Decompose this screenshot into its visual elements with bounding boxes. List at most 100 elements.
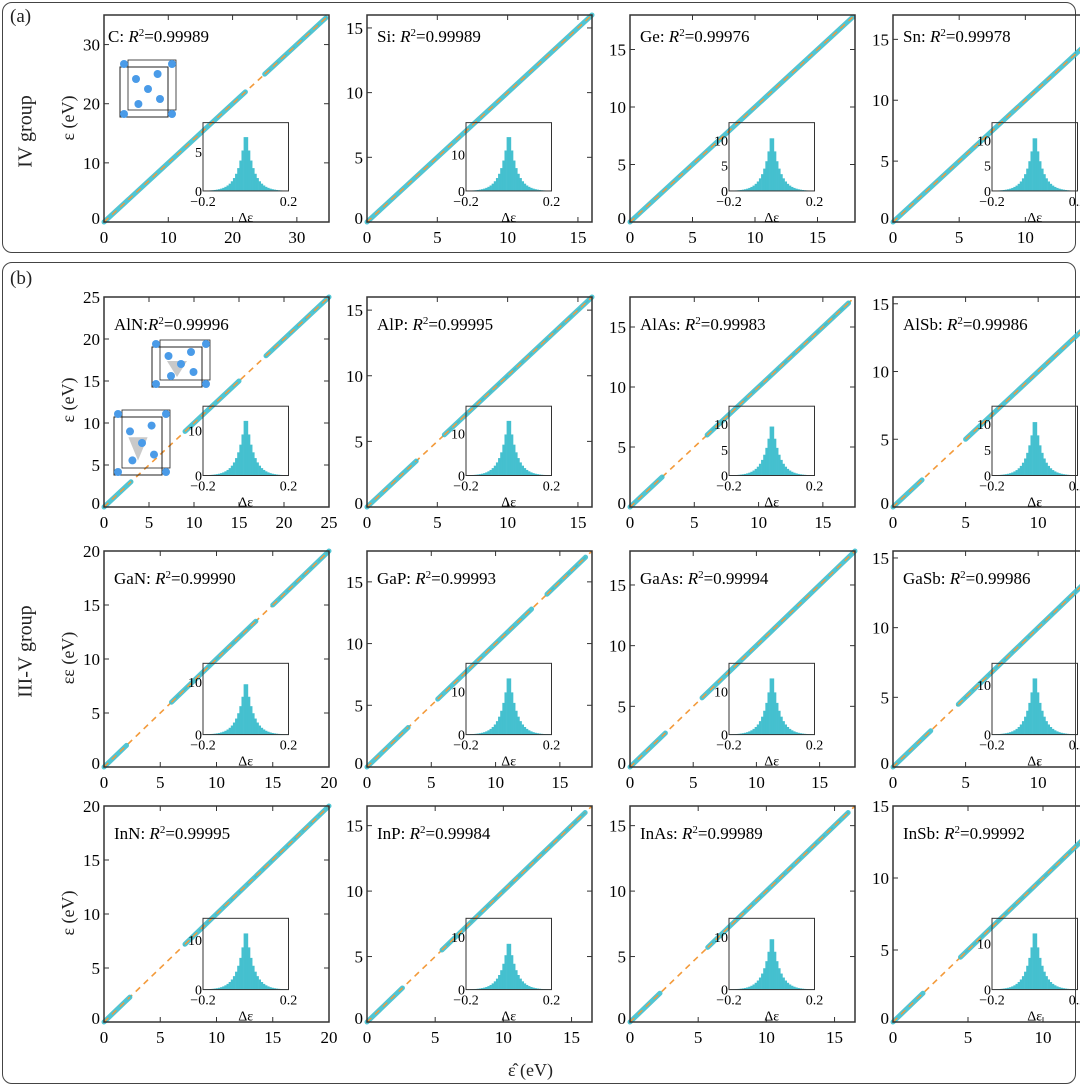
material-name: GaP: <box>377 569 415 588</box>
y-tick-label: 20 <box>83 330 100 349</box>
histogram-bar <box>756 980 760 990</box>
data-points <box>627 14 855 225</box>
r2-value: =0.99995 <box>165 824 230 843</box>
y-tick-label: 0 <box>618 754 627 773</box>
r2-value: =0.99986 <box>963 315 1028 334</box>
superscript: 2 <box>960 569 966 581</box>
histogram-bar <box>773 438 777 476</box>
histogram-bar <box>213 988 217 990</box>
r-symbol: R <box>946 315 958 334</box>
histogram-bar <box>758 977 762 990</box>
fit-line-overlay <box>701 550 856 699</box>
histogram-bar <box>797 987 800 990</box>
histogram-bar <box>228 981 232 990</box>
histogram-bar <box>264 985 268 990</box>
y-tick-label: 20 <box>83 542 100 561</box>
inset-frame <box>991 662 1078 736</box>
histogram-bar <box>748 986 751 990</box>
histogram-bar <box>1013 471 1016 476</box>
histogram-bar <box>1004 474 1008 476</box>
x-tick-label: 10 <box>186 513 203 532</box>
histogram-bar <box>1026 452 1029 476</box>
atom <box>162 410 170 418</box>
histogram-bar <box>498 975 501 990</box>
histogram-bar <box>782 977 785 990</box>
histogram-bar <box>754 982 758 990</box>
histogram-bar <box>217 732 221 735</box>
histogram-bar <box>767 692 770 735</box>
histogram-bar <box>1030 692 1033 735</box>
inset-y-tick-label: 5 <box>195 146 202 161</box>
histogram-bar <box>271 189 274 191</box>
histogram-bar <box>1032 678 1036 735</box>
superscript: 2 <box>695 315 701 327</box>
histogram-bar <box>1047 465 1051 476</box>
histogram-bar <box>752 984 755 990</box>
atom <box>134 100 143 108</box>
histogram-bar <box>222 472 225 476</box>
histogram-bar <box>1024 458 1027 476</box>
x-tick-label: 0 <box>626 1028 635 1047</box>
histogram-bar <box>1051 185 1055 191</box>
histogram-bar <box>513 444 516 476</box>
inset-y-tick-label: 10 <box>977 134 991 149</box>
atom <box>132 75 140 83</box>
histogram-bar <box>241 696 244 735</box>
histogram-bar <box>232 462 236 476</box>
r2-annotation: InN: R2=0.99995 <box>114 824 230 843</box>
histogram-bar <box>536 474 539 476</box>
histogram-bar <box>250 706 253 735</box>
x-tick-label: 15 <box>809 228 826 247</box>
x-tick-label: 20 <box>321 773 338 792</box>
r2-value: =0.99983 <box>701 315 766 334</box>
histogram-bar <box>769 426 773 476</box>
x-tick-label: 5 <box>689 773 698 792</box>
histogram-bar <box>513 702 516 735</box>
atom <box>152 340 160 348</box>
r2-annotation: AlN:R2=0.99996 <box>114 315 229 334</box>
histogram-bar <box>510 692 514 735</box>
r-symbol: R <box>154 569 166 588</box>
data-points <box>435 606 535 702</box>
histogram-bar <box>241 150 244 191</box>
histogram-bar <box>260 981 264 990</box>
y-tick-label: 15 <box>346 301 363 320</box>
r2-annotation: Sn: R2=0.99978 <box>903 27 1011 46</box>
material-name: InP: <box>377 824 410 843</box>
histogram-bar <box>476 474 480 476</box>
histogram-bar <box>215 988 219 990</box>
histogram-bar <box>500 710 503 735</box>
atom <box>153 70 162 78</box>
y-tick-label: 0 <box>355 209 364 228</box>
x-tick-label: 5 <box>688 228 697 247</box>
histogram-bar <box>269 473 272 476</box>
y-tick-label: 5 <box>92 959 101 978</box>
histogram-bar <box>1045 721 1048 735</box>
histogram-bar <box>763 168 766 191</box>
histogram-bar <box>763 710 766 735</box>
histogram-bar <box>510 434 514 476</box>
histogram-bar <box>220 188 223 191</box>
histogram-bar <box>773 692 777 735</box>
y-tick-label: 0 <box>92 1009 101 1028</box>
crystal-structure-icon <box>119 59 177 118</box>
plot-frame <box>366 296 593 508</box>
x-tick-label: 10 <box>487 773 504 792</box>
histogram-bar <box>273 474 276 476</box>
inset-x-tick-label: 0.2 <box>543 994 561 1009</box>
y-tick-label: 20 <box>83 797 100 816</box>
histogram-bar <box>504 150 507 191</box>
r2-annotation: GaSb: R2=0.99986 <box>903 569 1030 588</box>
fit-line-overlay <box>960 841 1080 958</box>
r2-annotation: InP: R2=0.99984 <box>377 824 491 843</box>
inset-x-tick-label: 0.2 <box>806 994 824 1009</box>
inset-y-tick-label: 10 <box>451 685 465 700</box>
histogram-bar <box>1045 178 1048 191</box>
r-symbol: R <box>684 315 696 334</box>
r-symbol: R <box>943 824 955 843</box>
histogram-bar <box>1015 728 1018 735</box>
histogram-bar <box>517 173 520 191</box>
histogram-bar <box>790 471 794 476</box>
